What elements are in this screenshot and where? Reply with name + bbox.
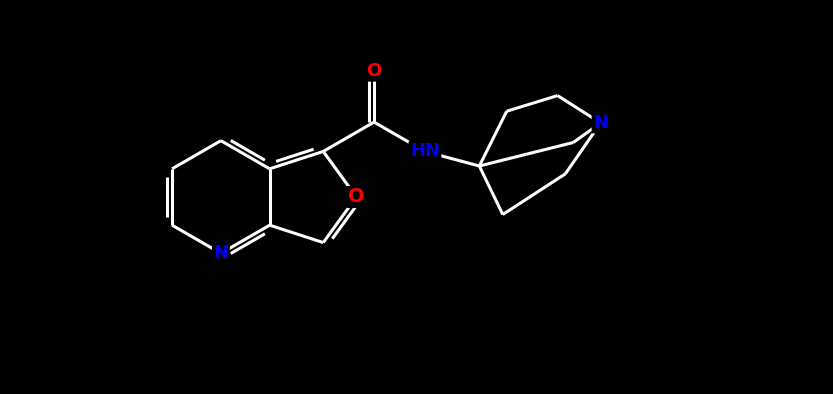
Text: N: N (213, 244, 228, 262)
Text: O: O (348, 188, 365, 206)
Text: N: N (593, 114, 608, 132)
Text: HN: HN (410, 142, 440, 160)
Text: O: O (367, 62, 382, 80)
